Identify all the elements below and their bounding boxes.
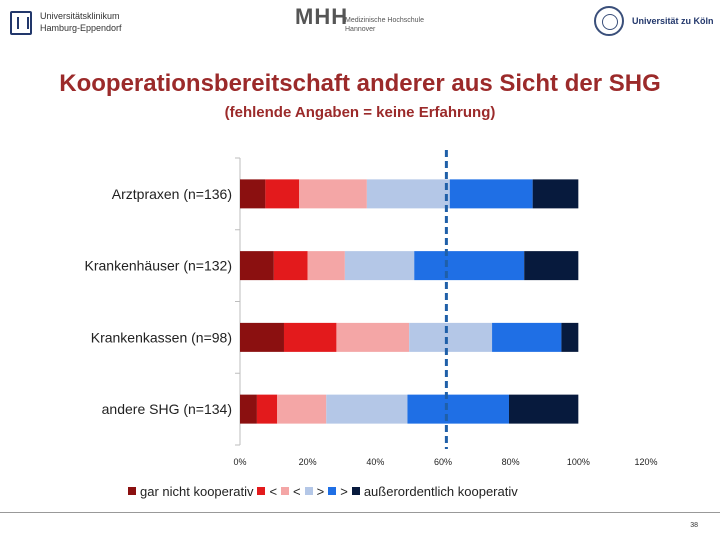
category-label: Krankenhäuser (n=132) <box>85 258 233 274</box>
bar-segment <box>449 179 533 209</box>
bar-segment <box>240 394 257 424</box>
chart-legend: gar nicht kooperativ < < > > außerordentlich … <box>128 484 522 499</box>
bar-segment <box>240 251 274 281</box>
bar-segment <box>492 322 562 352</box>
slide-header: Universitätsklinikum Hamburg-Eppendorf M… <box>0 0 720 46</box>
category-label: Arztpraxen (n=136) <box>112 186 232 202</box>
bar-segment <box>409 322 493 352</box>
legend-swatch <box>328 487 337 495</box>
legend-item: > <box>328 484 348 499</box>
legend-label: gar nicht kooperativ <box>140 484 254 499</box>
page-number: 38 <box>690 522 698 529</box>
chart-title: Kooperationsbereitschaft anderer aus Sic… <box>59 70 661 97</box>
legend-label: > <box>316 484 325 499</box>
footer-divider <box>0 512 720 513</box>
legend-swatch <box>281 487 290 495</box>
legend-item: < <box>281 484 301 499</box>
bar-segment <box>273 251 308 281</box>
legend-item: gar nicht kooperativ <box>128 484 253 499</box>
legend-swatch <box>128 487 136 495</box>
mhh-logo: MHH Medizinische Hochschule Hannover <box>295 4 445 44</box>
bar-segment <box>561 322 579 352</box>
koeln-logo-text: Universität zu Köln <box>632 16 714 26</box>
legend-item: < <box>257 484 277 499</box>
bar-segment <box>283 322 337 352</box>
x-tick-label: 80% <box>502 457 520 467</box>
bar-segment <box>336 322 410 352</box>
mhh-logo-text: Medizinische Hochschule Hannover <box>345 17 424 33</box>
bar-segment <box>414 251 525 281</box>
bar-segment <box>532 179 579 209</box>
legend-label: < <box>293 484 301 499</box>
bar-segment <box>344 251 415 281</box>
bar-segment <box>524 251 579 281</box>
x-tick-label: 20% <box>299 457 317 467</box>
legend-label: außerordentlich kooperativ <box>363 484 518 499</box>
bar-segment <box>307 251 345 281</box>
uke-logo-text: Universitätsklinikum Hamburg-Eppendorf <box>40 11 122 33</box>
bar-segment <box>366 179 450 209</box>
bar-segment <box>240 179 266 209</box>
bar-segment <box>299 179 367 209</box>
bar-segment <box>508 394 579 424</box>
bar-segment <box>407 394 509 424</box>
bar-segment <box>277 394 327 424</box>
legend-item: > <box>304 484 325 499</box>
legend-item: außerordentlich kooperativ <box>351 484 518 499</box>
x-tick-label: 40% <box>366 457 384 467</box>
bar-segment <box>240 322 284 352</box>
legend-swatch <box>304 487 313 495</box>
stacked-bar-chart: Arztpraxen (n=136) Krankenhäuser (n=132) K… <box>85 150 658 467</box>
category-label: Krankenkassen (n=98) <box>91 329 232 345</box>
legend-label: < <box>269 484 278 499</box>
x-tick-label: 0% <box>233 457 246 467</box>
koeln-logo: Universität zu Köln <box>594 6 714 40</box>
koeln-seal-icon <box>594 6 624 36</box>
chart-subtitle: (fehlende Angaben = keine Erfahrung) <box>224 104 496 121</box>
uke-logo-mark-icon <box>10 11 32 35</box>
category-label: andere SHG (n=134) <box>102 401 232 417</box>
legend-label: > <box>340 484 348 499</box>
legend-swatch <box>351 487 360 495</box>
uke-logo: Universitätsklinikum Hamburg-Eppendorf <box>10 8 140 38</box>
legend-swatch <box>257 487 266 495</box>
x-tick-label: 60% <box>434 457 452 467</box>
x-tick-label: 120% <box>634 457 657 467</box>
bar-segment <box>265 179 300 209</box>
bar-segment <box>256 394 278 424</box>
bar-segment <box>326 394 408 424</box>
mhh-logo-letters: MHH <box>295 4 349 29</box>
x-tick-label: 100% <box>567 457 590 467</box>
